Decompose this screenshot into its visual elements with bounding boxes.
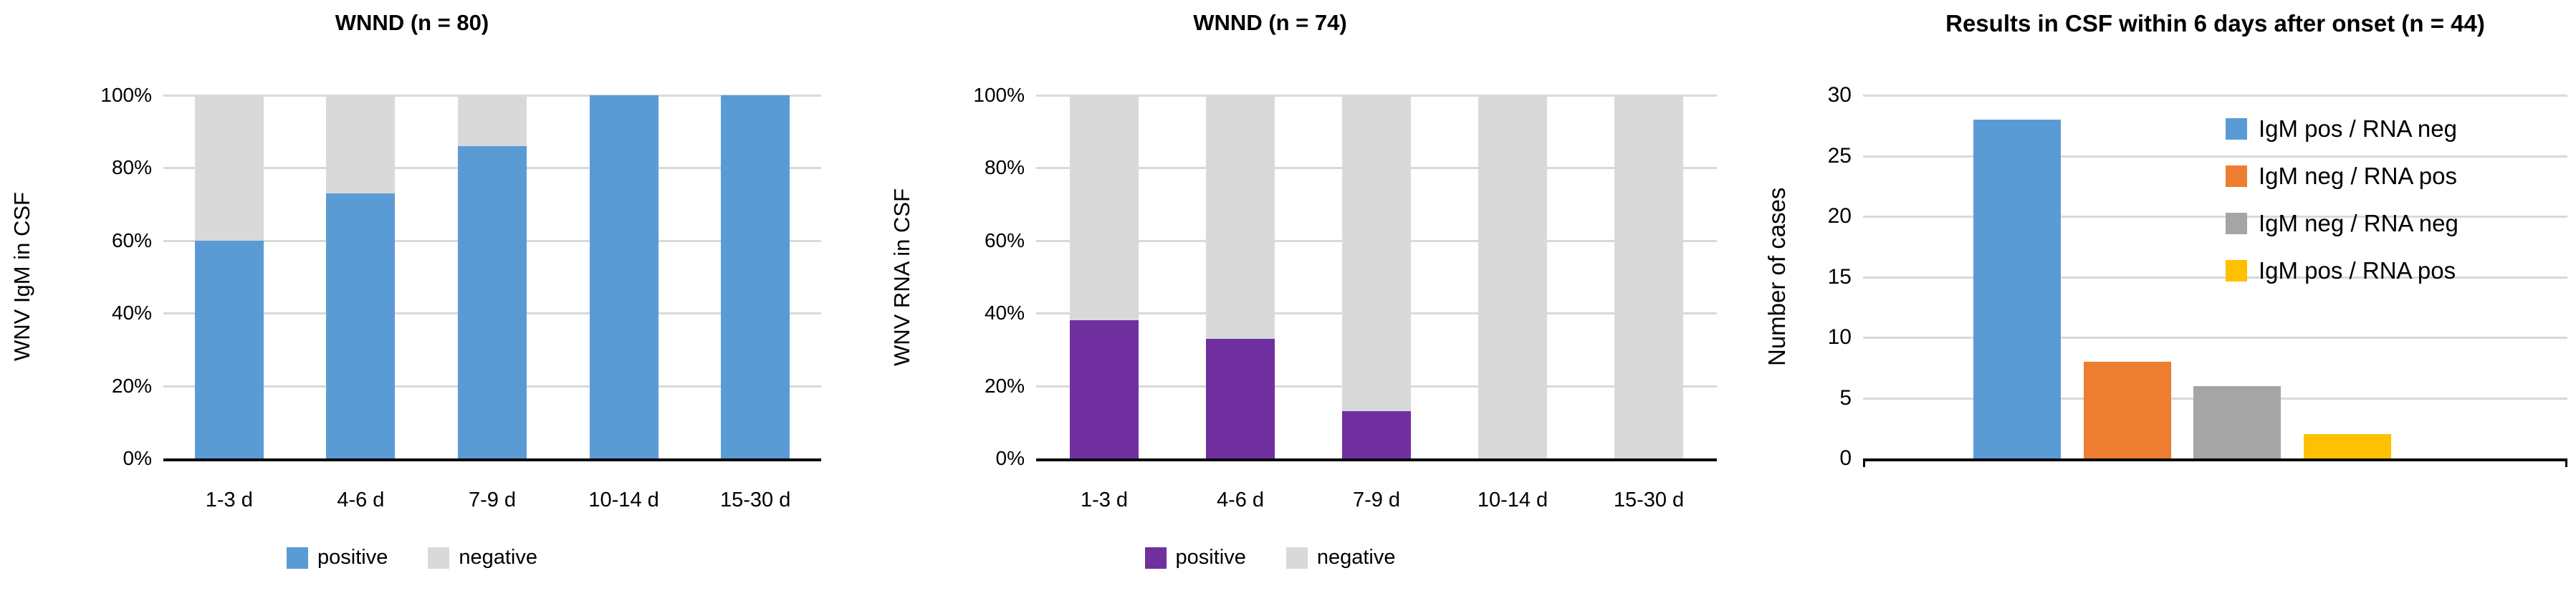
legend-label: positive: [1175, 546, 1246, 569]
legend-item: IgM pos / RNA pos: [2226, 247, 2458, 294]
bar-segment-negative: [458, 95, 527, 146]
gridline: [1863, 337, 2567, 339]
chart-wnv-rna-csf: WNND (n = 74) WNV RNA in CSF 0% 20% 40% 60%…: [824, 0, 1717, 596]
y-tick-label: 30: [1827, 83, 1852, 107]
legend-label: negative: [1316, 546, 1396, 569]
legend-swatch: [287, 547, 308, 569]
chart-title: WNND (n = 74): [1193, 10, 1347, 35]
y-tick-label: 0%: [995, 447, 1025, 469]
bar: [2304, 434, 2392, 458]
y-tick-label: 10: [1827, 325, 1852, 349]
legend: IgM pos / RNA neg IgM neg / RNA pos IgM ne…: [2226, 105, 2458, 294]
bar-segment-positive: [326, 193, 396, 458]
chart-title: Results in CSF within 6 days after onset…: [1945, 10, 2485, 37]
y-tick-label: 15: [1827, 264, 1852, 289]
legend: positive negative: [0, 546, 824, 569]
bar-segment-negative: [1342, 95, 1411, 412]
y-tick-label: 100%: [100, 84, 152, 106]
legend-item: IgM neg / RNA pos: [2226, 153, 2458, 200]
x-axis-line: [163, 458, 821, 461]
y-tick-label: 5: [1839, 385, 1852, 410]
x-axis-tick: [1863, 458, 1865, 467]
bar-segment-positive: [721, 95, 790, 458]
plot-area: 0% 20% 40% 60% 80% 100% 1-3 d 4-6 d 7-9 d 10-14 d…: [824, 0, 1717, 596]
x-category-label: 7-9 d: [468, 489, 517, 511]
plot-area: 0 5 10 15 20 25 30 IgM pos / RNA neg IgM neg / R…: [1716, 0, 2576, 596]
y-tick-label: 40%: [111, 302, 152, 325]
legend-swatch: [428, 547, 450, 569]
legend-label: IgM neg / RNA pos: [2259, 163, 2457, 189]
y-tick-label: 80%: [111, 156, 152, 179]
bar-segment-positive: [1070, 320, 1139, 458]
bar: [2083, 361, 2171, 458]
bar-segment-positive: [1342, 411, 1411, 458]
x-axis-line: [1036, 458, 1717, 461]
x-category-label: 10-14 d: [1477, 489, 1548, 511]
bar-segment-positive: [458, 145, 527, 458]
bar-segment-negative: [1206, 95, 1275, 339]
x-category-label: 1-3 d: [205, 489, 253, 511]
x-axis-tick: [2565, 458, 2567, 467]
legend-swatch: [2226, 118, 2247, 140]
y-tick-label: 25: [1827, 143, 1852, 168]
legend-label: IgM neg / RNA neg: [2259, 210, 2458, 236]
legend-swatch: [1285, 547, 1308, 569]
legend: positive negative: [824, 546, 1716, 569]
bar-segment-negative: [1614, 95, 1683, 458]
legend-swatch: [2226, 260, 2247, 282]
x-category-label: 15-30 d: [720, 489, 791, 511]
x-category-label: 7-9 d: [1352, 489, 1401, 511]
y-tick-label: 60%: [111, 229, 152, 251]
bar: [1973, 119, 2062, 458]
legend-label: negative: [459, 546, 537, 569]
legend-item: positive: [1144, 546, 1246, 569]
y-tick-label: 20%: [111, 374, 152, 397]
legend-label: positive: [317, 546, 388, 569]
bar-segment-negative: [1070, 95, 1139, 321]
bar-segment-positive: [194, 240, 264, 458]
legend-item: IgM neg / RNA neg: [2226, 200, 2458, 247]
y-tick-label: 0: [1839, 446, 1852, 470]
x-category-label: 10-14 d: [588, 489, 659, 511]
y-tick-label: 0%: [123, 447, 152, 469]
legend-item: negative: [428, 546, 537, 569]
chart-csf-results-6days: Results in CSF within 6 days after onset…: [1716, 0, 2576, 596]
bar-segment-positive: [1206, 338, 1275, 458]
y-tick-label: 40%: [984, 302, 1025, 325]
x-category-label: 4-6 d: [1216, 489, 1265, 511]
gridline: [1863, 216, 2567, 218]
legend-swatch: [1144, 547, 1167, 569]
gridline: [1863, 95, 2567, 97]
chart-title: WNND (n = 80): [335, 10, 489, 35]
plot-area: 0% 20% 40% 60% 80% 100% 1-3 d 4-6 d 7-9 d 10-14 d…: [0, 0, 824, 596]
bar-segment-positive: [589, 95, 659, 458]
bar: [2193, 385, 2281, 458]
y-tick-label: 80%: [984, 156, 1025, 179]
gridline: [1863, 155, 2567, 158]
x-category-label: 1-3 d: [1080, 489, 1129, 511]
bar-segment-negative: [194, 95, 264, 241]
legend-label: IgM pos / RNA pos: [2259, 257, 2456, 284]
x-axis-line: [1863, 458, 2567, 461]
legend-item: positive: [287, 546, 388, 569]
legend-item: negative: [1285, 546, 1396, 569]
y-tick-label: 20: [1827, 204, 1852, 228]
chart-wnv-igm-csf: WNND (n = 80) WNV IgM in CSF 0% 20% 40% 60%…: [0, 0, 824, 596]
bar-segment-negative: [326, 95, 396, 193]
y-tick-label: 60%: [984, 229, 1025, 251]
y-tick-label: 100%: [973, 84, 1025, 106]
bar-segment-negative: [1478, 95, 1547, 458]
legend-swatch: [2226, 213, 2247, 234]
x-category-label: 4-6 d: [337, 489, 385, 511]
legend-label: IgM pos / RNA neg: [2259, 115, 2457, 142]
gridline: [1863, 276, 2567, 279]
legend-swatch: [2226, 165, 2247, 187]
x-category-label: 15-30 d: [1613, 489, 1685, 511]
legend-item: IgM pos / RNA neg: [2226, 105, 2458, 153]
y-tick-label: 20%: [984, 374, 1025, 397]
